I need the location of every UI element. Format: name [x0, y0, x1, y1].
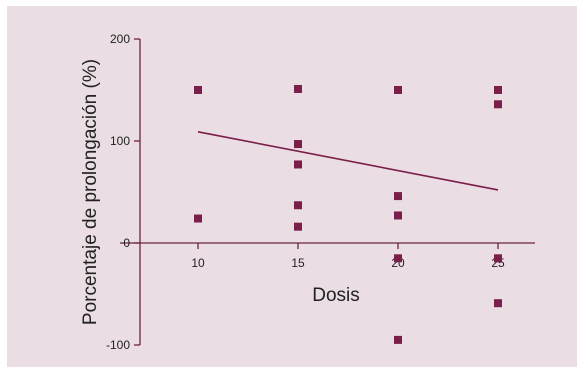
data-point [394, 335, 402, 344]
y-tick-label: 200 [110, 32, 130, 46]
data-point [294, 222, 302, 231]
trendline [197, 131, 499, 191]
data-point [394, 254, 402, 263]
data-point [394, 86, 402, 94]
data-point [494, 86, 502, 94]
data-point [494, 254, 502, 263]
data-point [294, 160, 302, 169]
x-tick-label: 15 [291, 256, 305, 270]
data-point [494, 100, 502, 109]
y-axis-label: Porcentaje de prolongación (%) [80, 59, 101, 325]
data-point [494, 299, 502, 308]
data-point [394, 211, 402, 220]
data-point [194, 86, 202, 94]
data-point [294, 140, 302, 149]
y-tick-label: 100 [110, 134, 130, 148]
data-point [294, 84, 302, 93]
x-axis-label: Dosis [312, 285, 360, 306]
y-tick-label: -100 [106, 338, 130, 352]
trendline-layer [197, 131, 499, 191]
data-point [394, 192, 402, 201]
y-tick-label: 0 [123, 236, 130, 250]
points-layer [194, 84, 502, 344]
data-point [294, 201, 302, 210]
data-point [194, 214, 202, 223]
x-tick-label: 10 [191, 256, 205, 270]
